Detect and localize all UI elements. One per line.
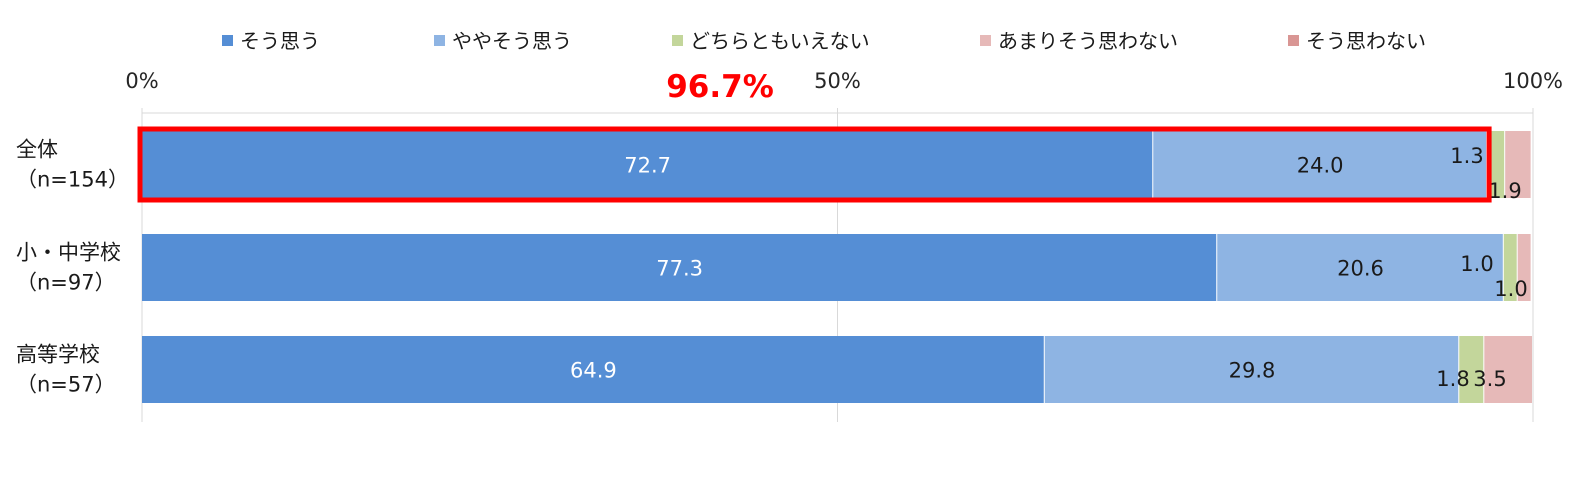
legend-label: ややそう思う: [452, 29, 572, 53]
data-label: 24.0: [1297, 154, 1344, 178]
legend-label: そう思わない: [1306, 29, 1426, 53]
legend-swatch: [222, 35, 233, 46]
bar-segment: [1503, 234, 1517, 301]
category-sublabel: （n=97）: [16, 271, 116, 295]
bar-segment: [142, 234, 1217, 301]
legend-swatch: [672, 35, 683, 46]
category-label: 小・中学校: [16, 241, 121, 265]
bars: [142, 131, 1532, 403]
bar-segment: [1517, 234, 1531, 301]
category-sublabel: （n=57）: [16, 373, 116, 397]
legend-swatch: [1288, 35, 1299, 46]
data-label: 72.7: [624, 154, 671, 178]
data-label: 20.6: [1337, 257, 1384, 281]
data-label: 77.3: [656, 257, 703, 281]
bar-segment: [1459, 336, 1484, 403]
x-tick-label: 50%: [814, 69, 861, 93]
legend-swatch: [980, 35, 991, 46]
data-label: 1.0: [1494, 277, 1527, 301]
data-label: 1.8: [1436, 367, 1469, 391]
legend-swatch: [434, 35, 445, 46]
legend: そう思う ややそう思う どちらともいえない あまりそう思わない そう思わない: [222, 29, 1426, 53]
data-label: 64.9: [570, 359, 617, 383]
bar-segment: [142, 131, 1153, 198]
bar-segment: [142, 336, 1044, 403]
bar-segment: [1217, 234, 1503, 301]
legend-label: そう思う: [240, 29, 320, 53]
data-labels: 72.7 24.0 1.31.9 77.3 20.6 1.01.0 64.9 29.8 1.8 3…: [570, 144, 1528, 391]
bar-segment: [1484, 336, 1532, 403]
data-label: 29.8: [1229, 359, 1276, 383]
category-sublabel: （n=154）: [16, 168, 129, 192]
x-axis-tick-labels: 0% 50% 100%: [125, 69, 1563, 93]
bar-segment: [1044, 336, 1459, 403]
data-label: 1.0: [1460, 252, 1493, 276]
highlight-box: [137, 126, 1492, 203]
highlight-annotation: 96.7%: [137, 69, 1492, 203]
category-labels: 全体 （n=154） 小・中学校 （n=97） 高等学校 （n=57）: [16, 138, 129, 397]
legend-label: あまりそう思わない: [998, 29, 1178, 53]
category-label: 高等学校: [16, 343, 100, 367]
category-label: 全体: [16, 138, 58, 162]
bar-segment: [1505, 131, 1531, 198]
data-label: 1.3: [1450, 144, 1483, 168]
data-label: 3.5: [1473, 367, 1506, 391]
legend-label: どちらともいえない: [690, 29, 870, 53]
highlight-total-label: 96.7%: [666, 69, 774, 105]
x-tick-label: 0%: [125, 69, 158, 93]
bar-segment: [1153, 131, 1487, 198]
x-tick-label: 100%: [1503, 69, 1563, 93]
data-label: 1.9: [1488, 179, 1521, 203]
